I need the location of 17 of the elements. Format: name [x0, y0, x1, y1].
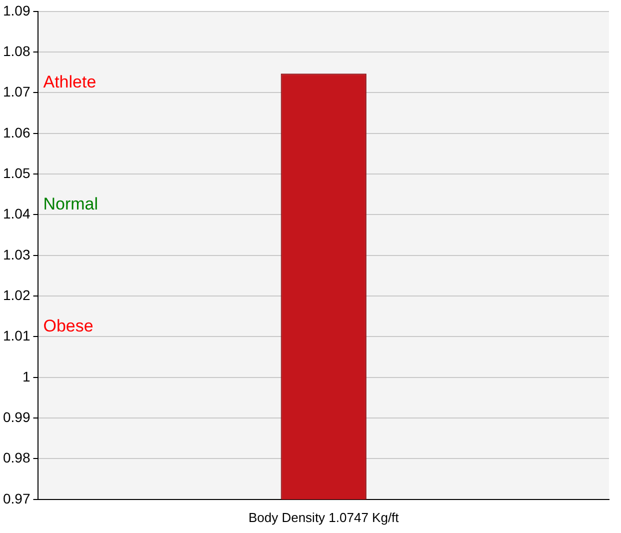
y-tick-label: 1.03 [3, 246, 30, 262]
annotation: Normal [43, 194, 98, 214]
y-tick-label: 1.07 [3, 84, 30, 100]
y-tick-label: 1.01 [3, 328, 30, 344]
y-tick-label: 0.98 [3, 450, 30, 466]
annotation: Athlete [43, 72, 96, 92]
y-tick-label: 0.99 [3, 408, 30, 425]
y-tick-label: 1.02 [3, 286, 30, 303]
y-tick-label: 1 [22, 368, 30, 384]
y-tick-label: 1.05 [3, 164, 30, 181]
y-tick-label: 1.06 [3, 124, 30, 140]
annotation: Obese [43, 316, 94, 336]
y-tick-label: 1.08 [3, 42, 30, 59]
y-tick-label: 1.04 [3, 206, 30, 222]
y-tick-label: 0.97 [3, 490, 30, 506]
y-tick-label: 1.09 [3, 2, 30, 18]
x-tick-label: Body Density 1.0747 Kg/ft [248, 510, 400, 525]
